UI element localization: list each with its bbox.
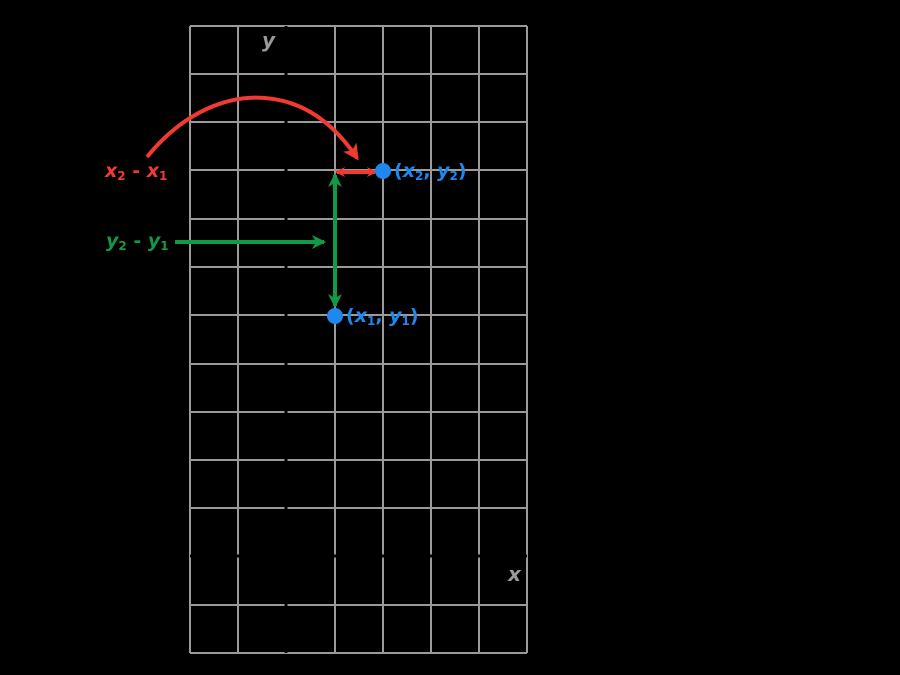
horizontal-diff-curved-arrow: [145, 95, 359, 161]
point-1-label: (x1, y1): [346, 305, 419, 328]
point-1-dot: [327, 308, 343, 324]
axes: [190, 26, 527, 653]
y-axis-label: y: [262, 28, 276, 52]
horizontal-diff-label: x2 - x1: [105, 160, 168, 183]
grid-lines: [189, 25, 528, 654]
vertical-diff-label: y2 - y1: [106, 230, 169, 253]
point-2-dot: [375, 163, 391, 179]
point-2-label: (x2, y2): [394, 160, 467, 183]
x-axis-label: x: [508, 562, 521, 586]
